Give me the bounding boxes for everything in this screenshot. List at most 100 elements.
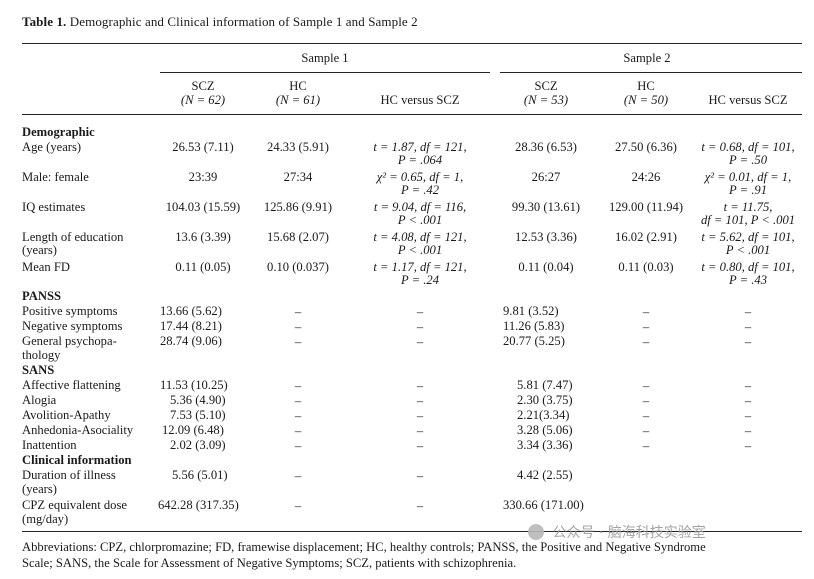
cell-fd-s2-vs-2: P = .43 (728, 273, 768, 287)
empty-cell-dash: – (416, 379, 424, 393)
cell-pos-s2-scz: 9.81 (3.52) (503, 304, 559, 318)
row-label-cpz-unit: (mg/day) (22, 512, 69, 526)
empty-cell-dash: – (642, 424, 650, 438)
cell-iq-s1-vs-1: t = 9.04, df = 116, (373, 200, 467, 214)
empty-cell-dash: – (294, 335, 302, 349)
cell-fd-s1-vs-1: t = 1.17, df = 121, (373, 260, 467, 274)
cell-aff-s1-scz: 11.53 (10.25) (160, 378, 228, 392)
empty-cell-dash: – (294, 469, 302, 483)
cell-aff-s2-scz: 5.81 (7.47) (517, 378, 573, 392)
cell-age-s2-hc: 27.50 (6.36) (615, 140, 677, 154)
col-s1-scz: SCZ (191, 79, 215, 93)
empty-cell-dash: – (294, 499, 302, 513)
row-label-education: Length of education (22, 230, 124, 244)
cell-cpz-s1-scz: 642.28 (317.35) (158, 498, 239, 512)
table-footnote: Abbreviations: CPZ, chlorpromazine; FD, … (22, 539, 802, 571)
row-label-male: Male: female (22, 170, 89, 184)
table-number: Table 1. (22, 14, 67, 29)
empty-cell-dash: – (642, 394, 650, 408)
row-label-general-2: thology (22, 348, 61, 362)
cell-age-s2-scz: 28.36 (6.53) (515, 140, 577, 154)
empty-cell-dash: – (744, 439, 752, 453)
col-s1-hc-n: (N = 61) (275, 93, 321, 107)
empty-cell-dash: – (642, 439, 650, 453)
watermark-text: 公众号 · 脑海科技实验室 (552, 525, 706, 541)
cell-edu-s1-vs-1: t = 4.08, df = 121, (373, 230, 467, 244)
cell-inatt-s1-scz: 2.02 (3.09) (170, 438, 226, 452)
cell-male-s2-scz: 26:27 (531, 170, 561, 184)
watermark: 公众号 · 脑海科技实验室 (528, 522, 706, 542)
cell-male-s2-vs-1: χ² = 0.01, df = 1, (704, 170, 792, 184)
cell-neg-s2-scz: 11.26 (5.83) (503, 319, 565, 333)
cell-age-s1-scz: 26.53 (7.11) (172, 140, 234, 154)
cell-iq-s2-hc: 129.00 (11.94) (608, 200, 684, 214)
empty-cell-dash: – (416, 499, 424, 513)
group-sample2: Sample 2 (623, 51, 671, 65)
cell-male-s1-hc: 27:34 (283, 170, 313, 184)
cell-age-s1-hc: 24.33 (5.91) (267, 140, 329, 154)
cell-age-s1-vs-2: P = .064 (397, 153, 443, 167)
empty-cell-dash: – (642, 305, 650, 319)
cell-edu-s2-vs-2: P < .001 (725, 243, 771, 257)
section-demographic: Demographic (22, 125, 95, 139)
empty-cell-dash: – (294, 424, 302, 438)
cell-cpz-s2-scz: 330.66 (171.00) (503, 498, 584, 512)
cell-male-s2-hc: 24:26 (631, 170, 661, 184)
empty-cell-dash: – (416, 424, 424, 438)
empty-cell-dash: – (416, 439, 424, 453)
cell-male-s1-scz: 23:39 (188, 170, 218, 184)
row-label-age: Age (years) (22, 140, 82, 154)
empty-cell-dash: – (294, 320, 302, 334)
row-label-affective: Affective flattening (22, 378, 121, 392)
cell-age-s1-vs-1: t = 1.87, df = 121, (373, 140, 467, 154)
wechat-icon (528, 524, 544, 540)
cell-anhed-s1-scz: 12.09 (6.48) (162, 423, 224, 437)
empty-cell-dash: – (744, 379, 752, 393)
empty-cell-dash: – (744, 394, 752, 408)
cell-iq-s1-vs-2: P < .001 (397, 213, 443, 227)
top-rule (22, 43, 802, 44)
col-s2-hc-n: (N = 50) (623, 93, 669, 107)
cell-edu-s1-vs-2: P < .001 (397, 243, 443, 257)
empty-cell-dash: – (294, 379, 302, 393)
row-label-avolition: Avolition-Apathy (22, 408, 111, 422)
row-label-duration-unit: (years) (22, 482, 57, 496)
section-clinical: Clinical information (22, 453, 132, 467)
col-s2-hc: HC (637, 79, 655, 93)
cell-fd-s1-vs-2: P = .24 (400, 273, 440, 287)
empty-cell-dash: – (642, 335, 650, 349)
empty-cell-dash: – (416, 409, 424, 423)
cell-fd-s1-scz: 0.11 (0.05) (175, 260, 231, 274)
cell-gen-s1-scz: 28.74 (9.06) (160, 334, 222, 348)
empty-cell-dash: – (744, 424, 752, 438)
cell-edu-s1-scz: 13.6 (3.39) (175, 230, 231, 244)
table-title: Table 1. Demographic and Clinical inform… (22, 14, 418, 30)
row-label-inattention: Inattention (22, 438, 77, 452)
cell-anhed-s2-scz: 3.28 (5.06) (517, 423, 573, 437)
empty-cell-dash: – (416, 469, 424, 483)
empty-cell-dash: – (744, 335, 752, 349)
row-label-cpz: CPZ equivalent dose (22, 498, 127, 512)
cell-gen-s2-scz: 20.77 (5.25) (503, 334, 565, 348)
cell-age-s2-vs-2: P = .50 (728, 153, 768, 167)
row-label-alogia: Alogia (22, 393, 57, 407)
cell-edu-s2-vs-1: t = 5.62, df = 101, (701, 230, 795, 244)
cell-edu-s1-hc: 15.68 (2.07) (267, 230, 329, 244)
cell-edu-s2-hc: 16.02 (2.91) (615, 230, 677, 244)
row-label-iq: IQ estimates (22, 200, 86, 214)
table-caption: Demographic and Clinical information of … (69, 14, 418, 29)
empty-cell-dash: – (294, 409, 302, 423)
footnote-line-1: Abbreviations: CPZ, chlorpromazine; FD, … (22, 540, 706, 554)
cell-male-s1-vs-2: P = .42 (400, 183, 440, 197)
cell-fd-s1-hc: 0.10 (0.037) (267, 260, 329, 274)
cell-pos-s1-scz: 13.66 (5.62) (160, 304, 222, 318)
section-sans: SANS (22, 363, 55, 377)
section-panss: PANSS (22, 289, 61, 303)
empty-cell-dash: – (294, 305, 302, 319)
cell-fd-s2-vs-1: t = 0.80, df = 101, (701, 260, 795, 274)
col-s2-scz-n: (N = 53) (523, 93, 569, 107)
sample1-rule (160, 72, 490, 73)
cell-avol-s1-scz: 7.53 (5.10) (170, 408, 226, 422)
empty-cell-dash: – (744, 305, 752, 319)
cell-iq-s2-vs-1: t = 11.75, (723, 200, 773, 214)
